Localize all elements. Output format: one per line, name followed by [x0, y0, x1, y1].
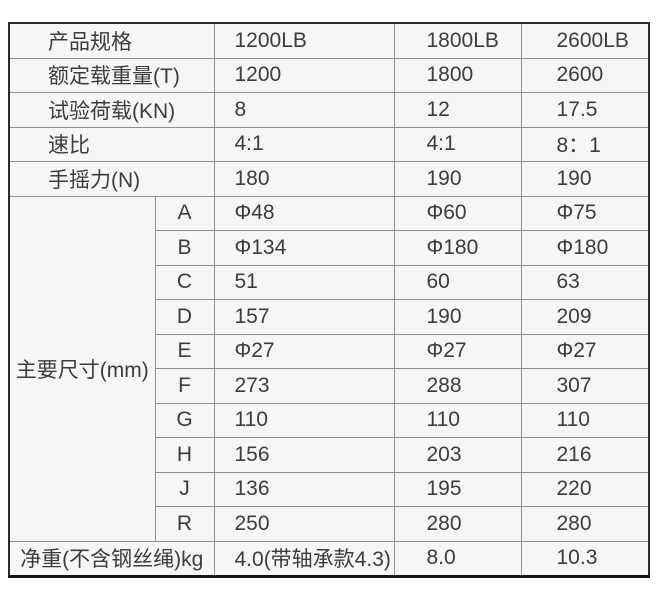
- dim-key-H: H: [154, 437, 215, 473]
- cell-speed-ratio-2: 4:1: [393, 126, 522, 162]
- dim-key-R: R: [154, 506, 215, 542]
- dim-F-1: 273: [213, 368, 395, 404]
- dim-H-3: 216: [520, 437, 650, 473]
- dim-F-2: 288: [393, 368, 522, 404]
- table-row: 净重(不含钢丝绳)kg 4.0(带轴承款4.3) 8.0 10.3: [8, 540, 650, 577]
- dim-E-3: Φ27: [520, 333, 650, 369]
- dim-key-B: B: [154, 230, 215, 266]
- dim-D-3: 209: [520, 299, 650, 335]
- cell-speed-ratio-1: 4:1: [213, 126, 395, 162]
- table-row: 产品规格 1200LB 1800LB 2600LB: [8, 22, 650, 59]
- dim-A-2: Φ60: [393, 195, 522, 231]
- cell-speed-ratio-3: 8：1: [520, 126, 650, 162]
- cell-model-1: 1200LB: [213, 22, 395, 59]
- cell-rated-load-1: 1200: [213, 57, 395, 93]
- table-row: D 157 190 209: [9, 299, 650, 335]
- table-row: 手摇力(N) 180 190 190: [8, 161, 650, 197]
- product-spec-table: 产品规格 1200LB 1800LB 2600LB 额定载重量(T) 1200 …: [8, 22, 650, 578]
- table-row: J 136 195 220: [9, 471, 650, 507]
- dim-key-J: J: [154, 471, 215, 507]
- row-label-speed-ratio: 速比: [8, 126, 215, 162]
- dim-key-D: D: [154, 299, 215, 335]
- dim-B-3: Φ180: [520, 230, 650, 266]
- dim-A-1: Φ48: [213, 195, 395, 231]
- cell-net-weight-2: 8.0: [393, 540, 522, 577]
- cell-hand-force-3: 190: [520, 161, 650, 197]
- dim-B-2: Φ180: [393, 230, 522, 266]
- dim-key-C: C: [154, 264, 215, 300]
- dim-C-3: 63: [520, 264, 650, 300]
- dim-A-3: Φ75: [520, 195, 650, 231]
- dim-F-3: 307: [520, 368, 650, 404]
- dim-D-1: 157: [213, 299, 395, 335]
- table-row: C 51 60 63: [9, 264, 650, 300]
- dim-E-2: Φ27: [393, 333, 522, 369]
- table-row: G 110 110 110: [9, 402, 650, 438]
- cell-net-weight-3: 10.3: [520, 540, 650, 577]
- dim-D-2: 190: [393, 299, 522, 335]
- table-row: F 273 288 307: [9, 368, 650, 404]
- dim-key-G: G: [154, 402, 215, 438]
- row-label-rated-load: 额定载重量(T): [8, 57, 215, 93]
- dim-C-1: 51: [213, 264, 395, 300]
- cell-rated-load-3: 2600: [520, 57, 650, 93]
- dim-R-3: 280: [520, 506, 650, 542]
- table-row: E Φ27 Φ27 Φ27: [9, 333, 650, 369]
- dim-J-2: 195: [393, 471, 522, 507]
- cell-net-weight-1: 4.0(带轴承款4.3): [213, 540, 395, 577]
- table-row: 主要尺寸(mm) A Φ48 Φ60 Φ75: [8, 195, 650, 542]
- cell-test-load-3: 17.5: [520, 92, 650, 128]
- row-label-test-load: 试验荷载(KN): [8, 92, 215, 128]
- dim-R-1: 250: [213, 506, 395, 542]
- cell-rated-load-2: 1800: [393, 57, 522, 93]
- dim-G-3: 110: [520, 402, 650, 438]
- dim-J-3: 220: [520, 471, 650, 507]
- cell-hand-force-2: 190: [393, 161, 522, 197]
- row-label-hand-force: 手摇力(N): [8, 161, 215, 197]
- table-row: B Φ134 Φ180 Φ180: [9, 230, 650, 266]
- row-label-main-dimensions: 主要尺寸(mm): [8, 195, 156, 542]
- dim-key-A: A: [154, 195, 215, 231]
- dim-J-1: 136: [213, 471, 395, 507]
- table-row: H 156 203 216: [9, 437, 650, 473]
- cell-test-load-1: 8: [213, 92, 395, 128]
- dim-G-1: 110: [213, 402, 395, 438]
- dim-B-1: Φ134: [213, 230, 395, 266]
- row-label-product-spec: 产品规格: [8, 22, 215, 59]
- dim-R-2: 280: [393, 506, 522, 542]
- row-label-net-weight: 净重(不含钢丝绳)kg: [8, 540, 215, 577]
- dim-H-2: 203: [393, 437, 522, 473]
- table-row: 额定载重量(T) 1200 1800 2600: [8, 57, 650, 93]
- dim-C-2: 60: [393, 264, 522, 300]
- dim-key-F: F: [154, 368, 215, 404]
- cell-model-2: 1800LB: [393, 22, 522, 59]
- cell-model-3: 2600LB: [520, 22, 650, 59]
- cell-test-load-2: 12: [393, 92, 522, 128]
- dim-key-E: E: [154, 333, 215, 369]
- dim-G-2: 110: [393, 402, 522, 438]
- dim-H-1: 156: [213, 437, 395, 473]
- cell-hand-force-1: 180: [213, 161, 395, 197]
- table-row: 试验荷载(KN) 8 12 17.5: [8, 92, 650, 128]
- dim-E-1: Φ27: [213, 333, 395, 369]
- table-row: 速比 4:1 4:1 8：1: [8, 126, 650, 162]
